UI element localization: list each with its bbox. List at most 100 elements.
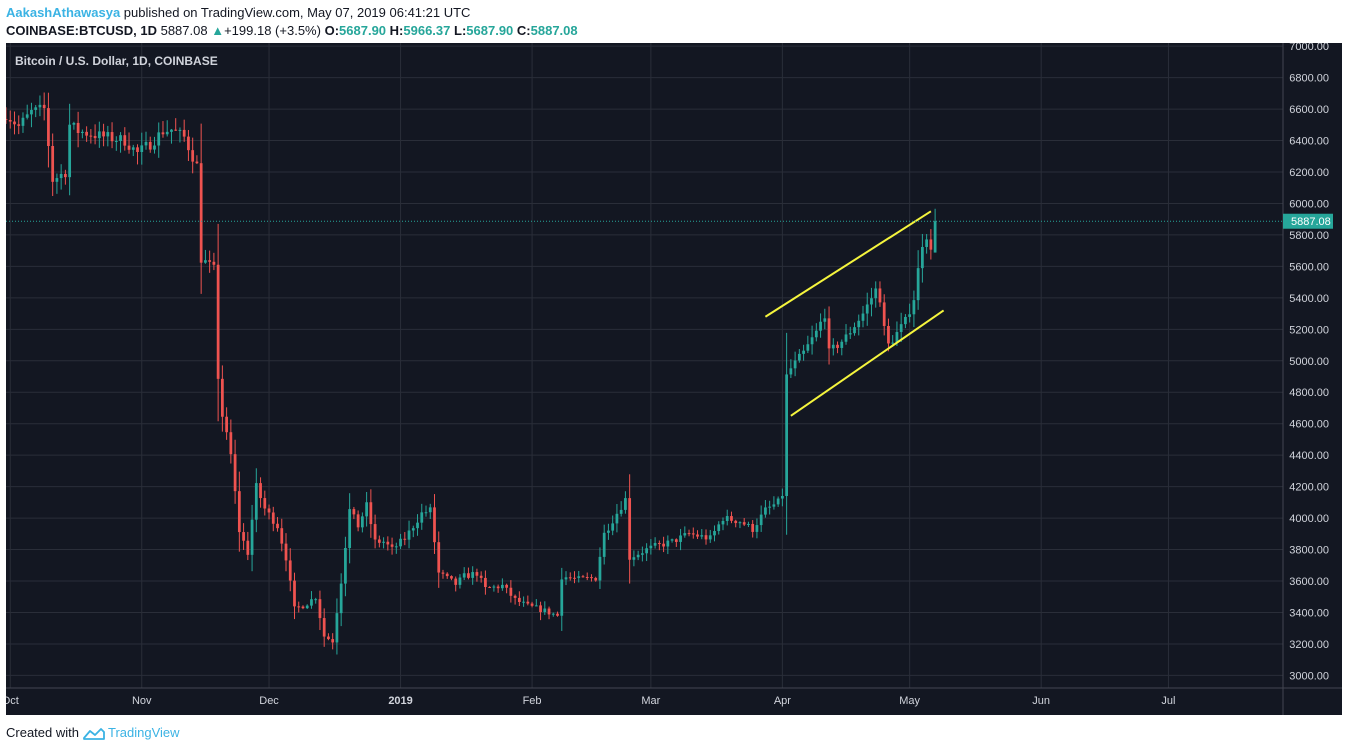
price-chart[interactable]: Bitcoin / U.S. Dollar, 1D, COINBASE 3000… <box>6 43 1342 715</box>
candle-body <box>97 131 101 139</box>
candle-body <box>823 318 827 322</box>
candle-body <box>742 522 746 525</box>
tradingview-brand-link[interactable]: TradingView <box>108 725 180 740</box>
candle-body <box>106 132 110 137</box>
candle-body <box>747 523 750 525</box>
candle-body <box>882 302 886 326</box>
candle-body <box>178 129 182 131</box>
candle-body <box>327 636 330 640</box>
candle-body <box>691 533 695 535</box>
candle-body <box>399 538 402 547</box>
time-tick-label: Dec <box>259 695 279 707</box>
candle-body <box>131 147 135 150</box>
candle-body <box>348 509 352 549</box>
candle-body <box>530 603 534 606</box>
candle-body <box>848 333 852 335</box>
candle-body <box>199 163 203 263</box>
tradingview-logo-icon <box>82 727 105 740</box>
candle-body <box>25 114 29 118</box>
candle-body <box>585 576 589 578</box>
chart-background <box>6 43 1342 715</box>
candle-body <box>458 577 462 585</box>
candle-body <box>679 535 682 542</box>
candle-body <box>484 577 487 588</box>
candle-body <box>831 344 835 349</box>
candle-body <box>636 554 640 558</box>
candle-body <box>632 557 636 560</box>
candle-body <box>293 580 296 607</box>
candle-body <box>254 483 258 520</box>
candle-body <box>810 337 814 345</box>
candle-body <box>259 483 262 499</box>
candle-body <box>187 136 190 151</box>
candle-body <box>700 535 704 537</box>
candle-body <box>68 124 72 178</box>
candle-body <box>140 145 144 153</box>
time-axis: Oct Nov Dec 2019 Feb Mar Apr May Jun Jul <box>6 695 1175 707</box>
candle-body <box>475 572 479 576</box>
candle-body <box>382 541 385 543</box>
candle-body <box>373 524 377 540</box>
candle-body <box>216 264 220 379</box>
candle-body <box>764 507 767 515</box>
price-tick-label: 6400.00 <box>1289 136 1329 148</box>
candle-body <box>564 577 568 580</box>
candle-body <box>344 548 347 584</box>
candle-body <box>263 498 267 509</box>
candle-body <box>921 246 924 269</box>
candle-body <box>479 575 483 578</box>
candle-body <box>594 577 598 581</box>
candle-body <box>717 524 721 531</box>
candle-body <box>80 131 84 133</box>
candle-body <box>827 318 831 349</box>
candle-body <box>590 577 593 579</box>
price-tick-label: 4200.00 <box>1289 482 1329 494</box>
price-tick-label: 6600.00 <box>1289 104 1329 116</box>
candle-body <box>170 129 173 132</box>
candle-body <box>802 350 805 354</box>
price-tick-label: 6000.00 <box>1289 198 1329 210</box>
candle-body <box>276 523 279 529</box>
candle-body <box>47 108 50 147</box>
candle-body <box>551 613 555 615</box>
up-arrow-icon: ▲ <box>211 23 225 38</box>
candle-body <box>114 141 118 143</box>
last-price-box <box>1283 213 1333 229</box>
author-link[interactable]: AakashAthawasya <box>6 5 121 20</box>
candle-body <box>933 221 937 253</box>
candle-body <box>331 639 335 643</box>
price-tick-label: 5200.00 <box>1289 324 1329 336</box>
candle-body <box>887 325 890 344</box>
candle-body <box>751 523 755 532</box>
candle-body <box>704 535 708 540</box>
candle-body <box>157 132 161 146</box>
publish-info: published on TradingView.com, May 07, 20… <box>123 5 471 20</box>
last-price-label: 5887.08 <box>1291 216 1331 228</box>
candle-body <box>730 516 733 521</box>
candle-body <box>670 539 674 541</box>
symbol-label: COINBASE:BTCUSD, 1D <box>6 23 157 38</box>
candle-body <box>598 556 602 581</box>
ohlc-line: COINBASE:BTCUSD, 1D 5887.08 ▲+199.18 (+3… <box>6 22 1342 40</box>
candle-body <box>34 107 38 110</box>
candle-body <box>853 327 856 334</box>
candle-body <box>662 543 665 547</box>
candle-body <box>696 534 699 537</box>
candle-body <box>6 118 8 120</box>
candle-body <box>310 599 313 606</box>
candle-body <box>925 239 929 247</box>
candle-body <box>76 122 80 133</box>
time-tick-label: Jun <box>1032 695 1050 707</box>
candle-body <box>836 344 839 348</box>
candle-body <box>314 599 318 601</box>
close-value: 5887.08 <box>530 23 578 38</box>
candle-body <box>556 613 559 616</box>
candle-body <box>657 543 661 545</box>
candle-body <box>59 173 63 179</box>
candle-body <box>242 532 245 541</box>
candle-body <box>301 606 305 609</box>
candle-body <box>165 131 169 135</box>
candle-body <box>539 605 542 613</box>
candle-body <box>492 586 496 588</box>
channel-trendline <box>790 309 945 417</box>
